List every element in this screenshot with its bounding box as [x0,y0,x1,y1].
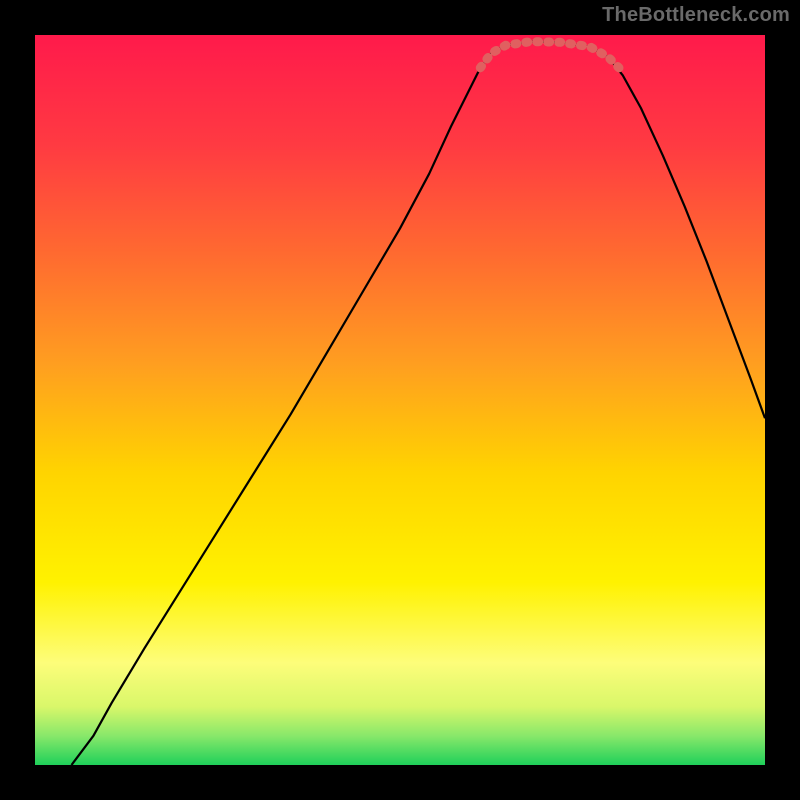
chart-plot [35,35,765,765]
chart-root: TheBottleneck.com [0,0,800,800]
gradient-background [35,35,765,765]
watermark-text: TheBottleneck.com [602,4,790,27]
